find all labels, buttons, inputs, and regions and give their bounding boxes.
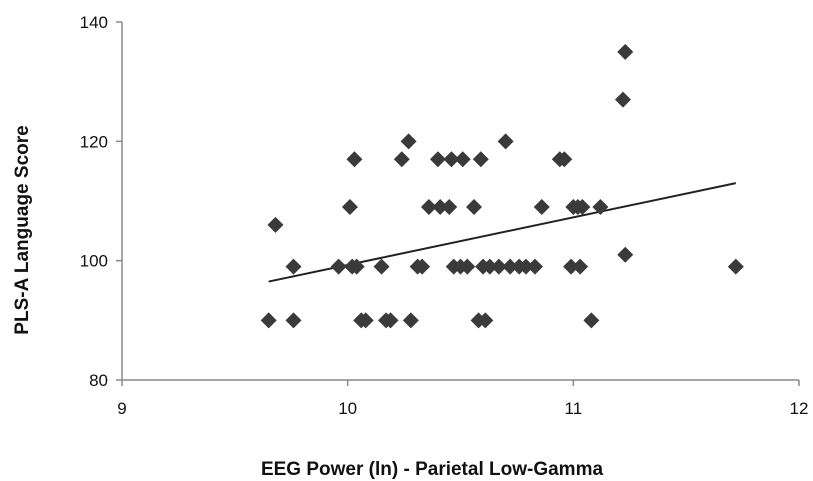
data-point-26 <box>454 151 471 168</box>
data-point-53 <box>727 258 744 275</box>
data-point-1 <box>267 216 284 233</box>
data-point-36 <box>502 258 519 275</box>
x-tick-label-1: 10 <box>338 399 357 418</box>
data-point-16 <box>402 312 419 329</box>
data-point-11 <box>373 258 390 275</box>
data-point-52 <box>617 246 634 263</box>
x-tick-label-2: 11 <box>565 399 583 418</box>
data-point-38 <box>517 258 534 275</box>
data-point-49 <box>592 198 609 215</box>
data-point-10 <box>357 312 374 329</box>
data-point-3 <box>285 312 302 329</box>
data-point-27 <box>459 258 476 275</box>
data-point-47 <box>574 198 591 215</box>
y-tick-label-0: 80 <box>89 371 108 390</box>
x-tick-label-0: 9 <box>117 399 126 418</box>
data-point-34 <box>490 258 507 275</box>
data-point-18 <box>414 258 431 275</box>
y-tick-label-1: 100 <box>80 252 108 271</box>
data-point-21 <box>432 198 449 215</box>
ticks: 9 10 11 12 80 100 120 140 <box>80 13 809 418</box>
data-point-23 <box>443 151 460 168</box>
data-point-14 <box>393 151 410 168</box>
data-point-28 <box>466 198 483 215</box>
data-points <box>260 43 744 329</box>
data-point-4 <box>330 258 347 275</box>
data-point-7 <box>346 151 363 168</box>
x-axis-title: EEG Power (ln) - Parietal Low-Gamma <box>261 459 604 480</box>
data-point-13 <box>382 312 399 329</box>
data-point-22 <box>441 198 458 215</box>
data-point-48 <box>583 312 600 329</box>
x-tick-label-3: 12 <box>790 399 809 418</box>
y-tick-label-2: 120 <box>80 132 108 151</box>
axes <box>121 22 799 381</box>
data-point-33 <box>481 258 498 275</box>
data-point-5 <box>341 198 358 215</box>
data-point-2 <box>285 258 302 275</box>
data-point-50 <box>614 91 631 108</box>
y-tick-label-3: 140 <box>80 13 108 32</box>
data-point-30 <box>472 151 489 168</box>
data-point-51 <box>617 43 634 60</box>
data-point-32 <box>477 312 494 329</box>
data-point-40 <box>533 198 550 215</box>
data-point-8 <box>348 258 365 275</box>
data-point-35 <box>497 133 514 150</box>
y-axis-title: PLS-A Language Score <box>12 125 33 334</box>
data-point-19 <box>420 198 437 215</box>
data-point-46 <box>572 258 589 275</box>
data-point-39 <box>526 258 543 275</box>
data-point-15 <box>400 133 417 150</box>
data-point-0 <box>260 312 277 329</box>
data-point-43 <box>563 258 580 275</box>
data-point-42 <box>556 151 573 168</box>
data-point-20 <box>429 151 446 168</box>
